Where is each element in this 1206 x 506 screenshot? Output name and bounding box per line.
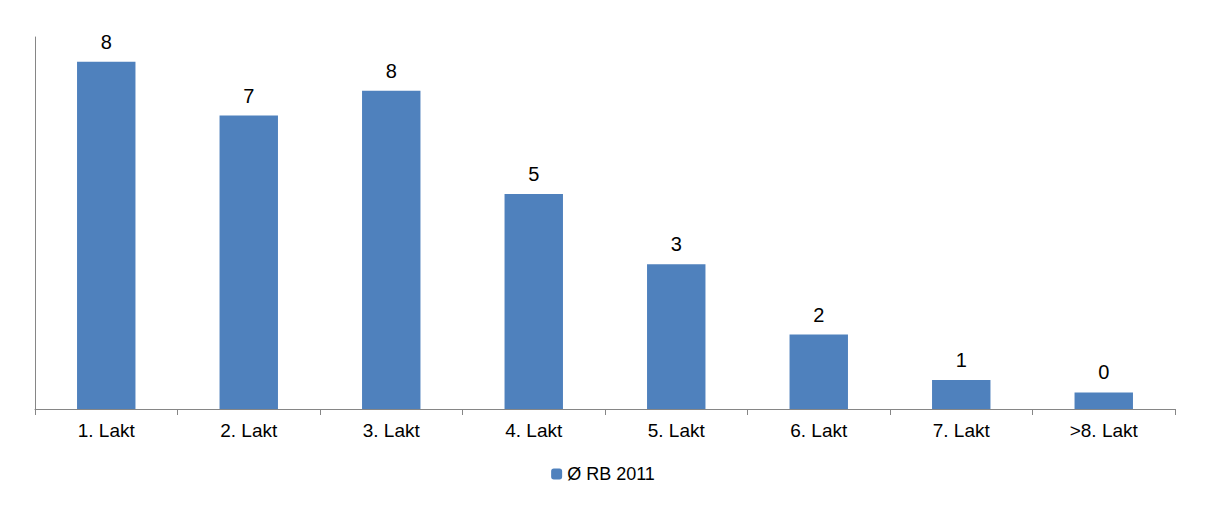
svg-text:8: 8 [386, 60, 397, 82]
svg-text:8: 8 [101, 31, 112, 53]
svg-text:Ø RB 2011: Ø RB 2011 [567, 464, 655, 484]
svg-text:5: 5 [528, 163, 539, 185]
svg-text:6. Lakt: 6. Lakt [790, 420, 848, 441]
svg-text:7. Lakt: 7. Lakt [933, 420, 991, 441]
svg-text:>8. Lakt: >8. Lakt [1070, 420, 1139, 441]
svg-text:1: 1 [956, 349, 967, 371]
svg-text:0: 0 [1098, 361, 1109, 383]
svg-text:4. Lakt: 4. Lakt [505, 420, 563, 441]
svg-text:1. Lakt: 1. Lakt [78, 420, 136, 441]
svg-text:2: 2 [813, 304, 824, 326]
svg-text:3. Lakt: 3. Lakt [363, 420, 421, 441]
svg-text:5. Lakt: 5. Lakt [648, 420, 706, 441]
svg-text:7: 7 [243, 85, 254, 107]
svg-text:3: 3 [671, 233, 682, 255]
svg-text:2. Lakt: 2. Lakt [220, 420, 278, 441]
